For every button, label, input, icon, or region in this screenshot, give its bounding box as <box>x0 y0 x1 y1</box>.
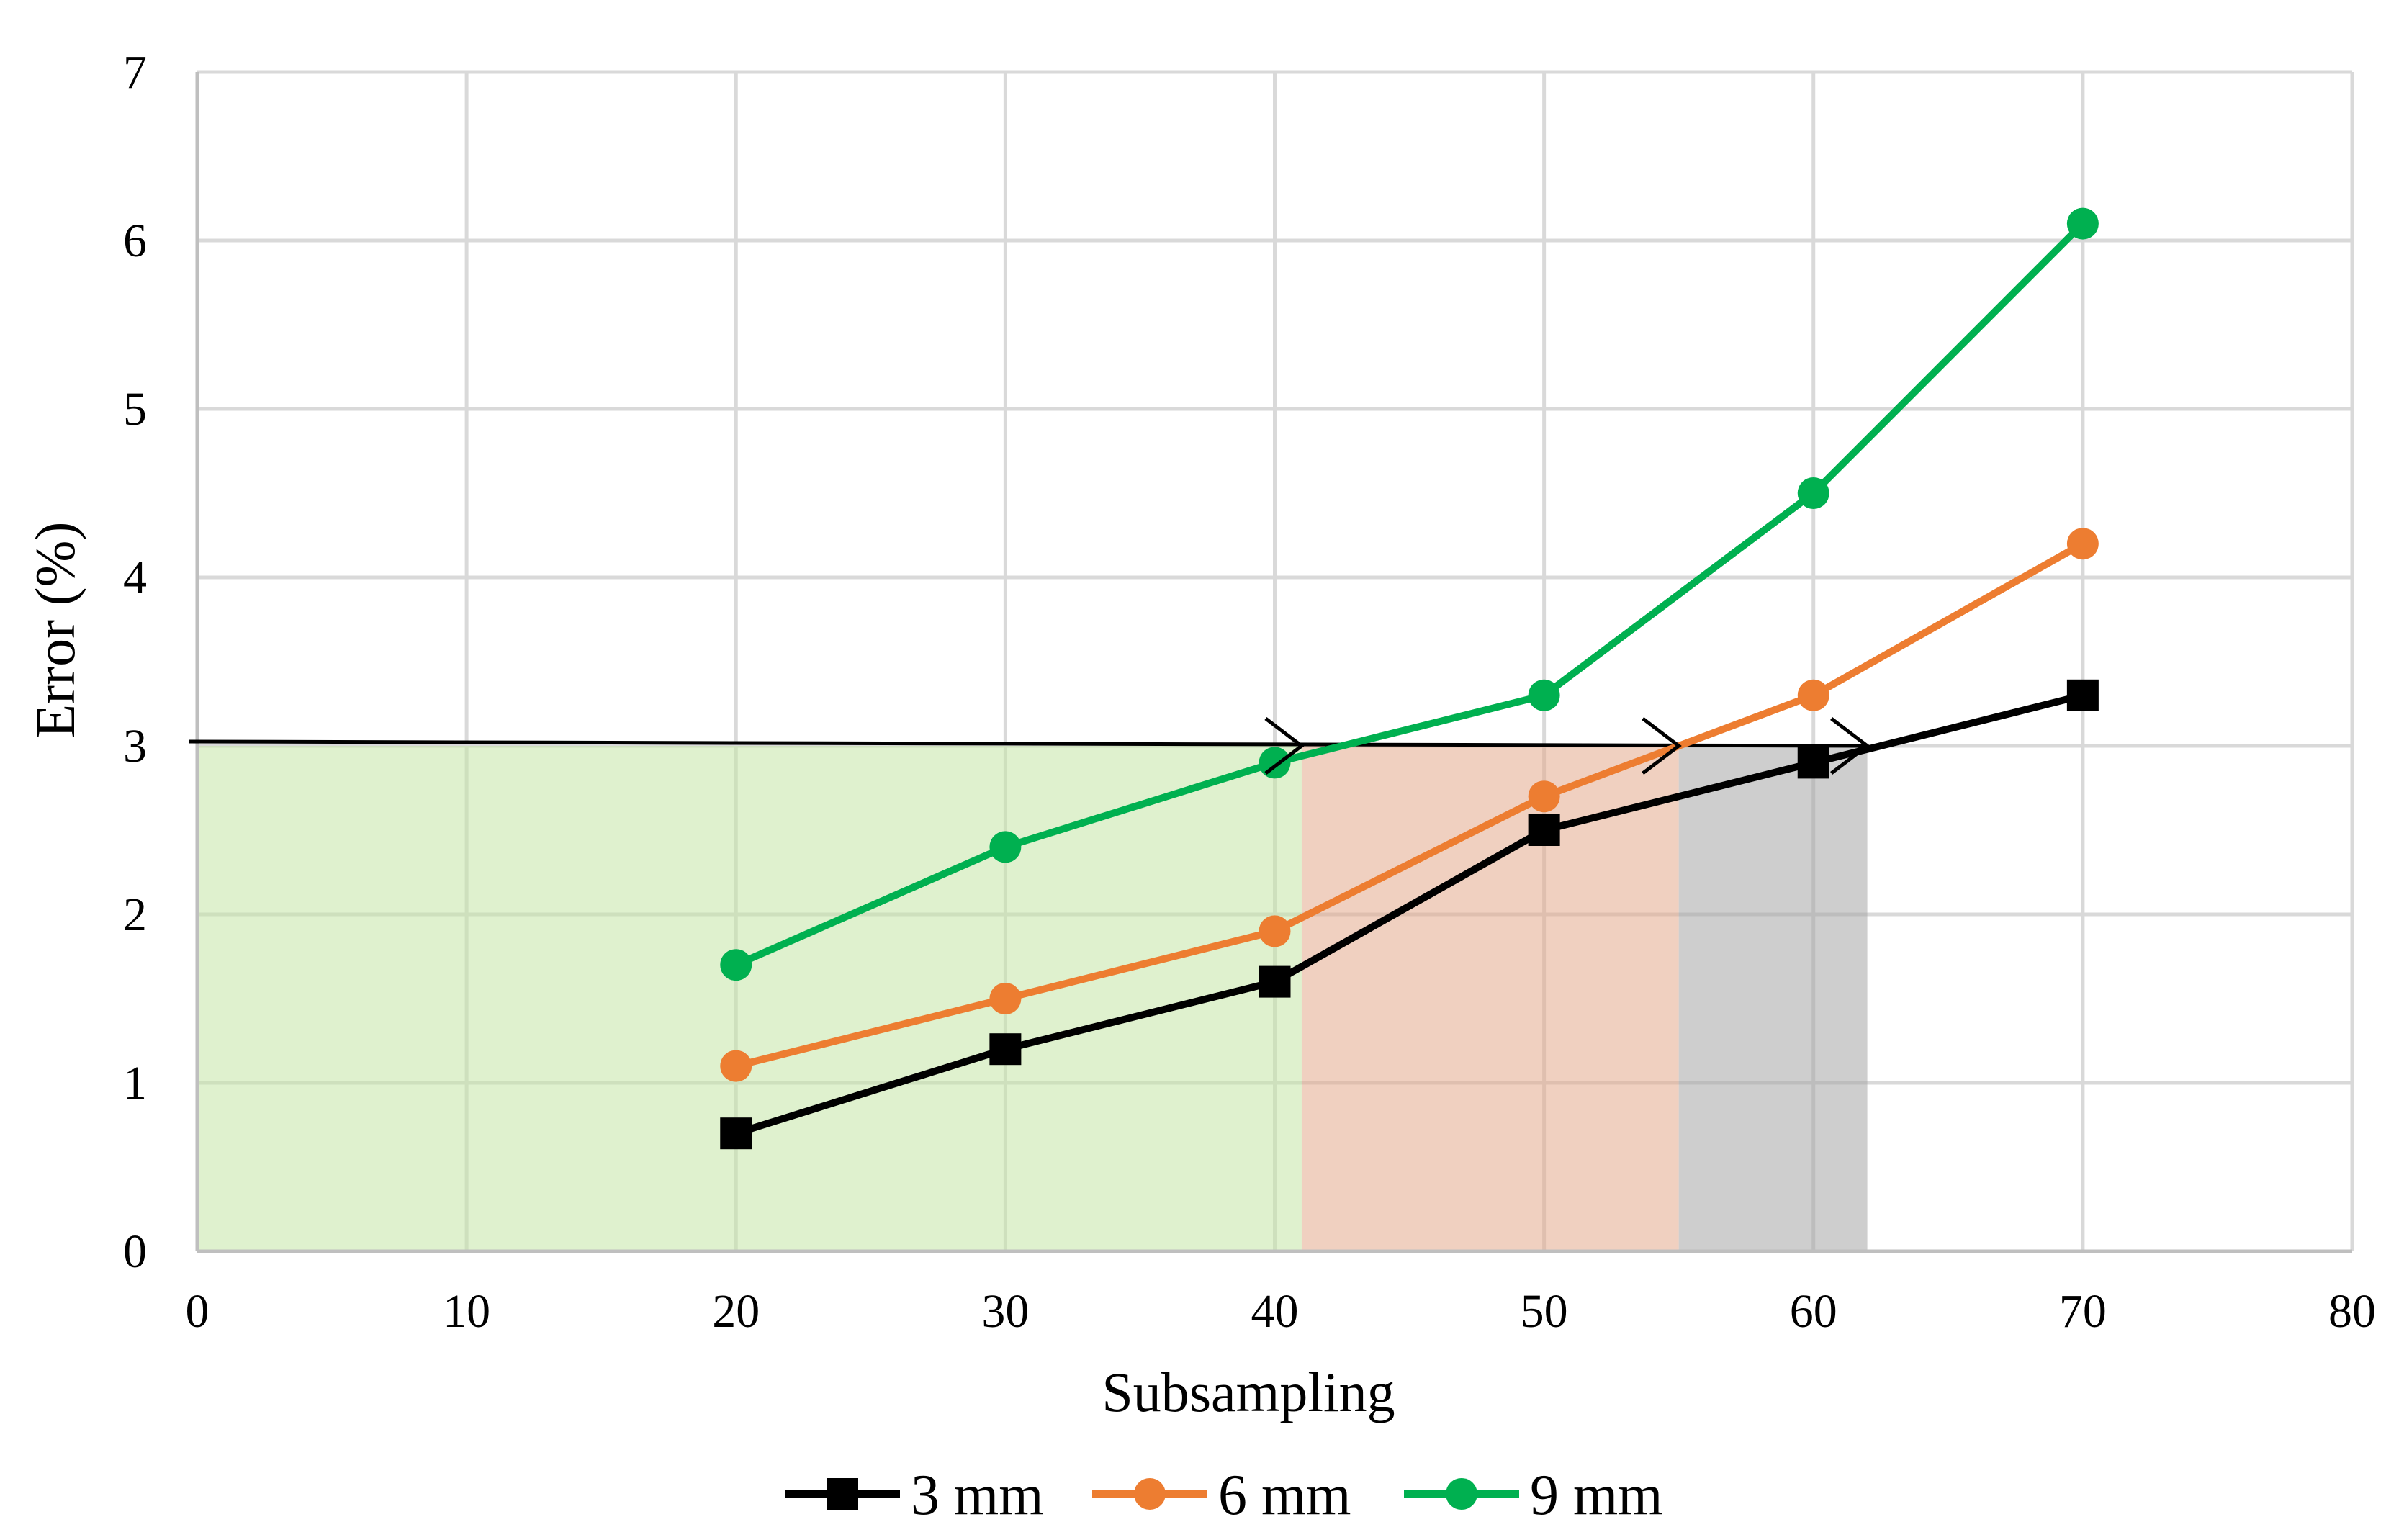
threshold-arrows <box>1264 717 1870 775</box>
shaded-region <box>1678 746 1868 1251</box>
series-lines <box>720 207 2099 1150</box>
data-point <box>1528 814 1560 846</box>
x-tick-label: 20 <box>712 1285 760 1338</box>
data-point <box>1797 747 1829 779</box>
data-point <box>2066 207 2099 240</box>
legend-entry: 9 mm <box>1404 1464 1662 1527</box>
data-point <box>1797 679 1829 711</box>
y-tick-label: 4 <box>123 551 147 604</box>
y-tick-label: 7 <box>123 46 147 99</box>
data-point <box>1528 780 1560 813</box>
legend-label: 6 mm <box>1218 1464 1351 1527</box>
y-tick-label: 5 <box>123 383 147 436</box>
data-point <box>1528 679 1560 711</box>
data-point <box>1259 965 1291 998</box>
threshold-line <box>188 739 1868 748</box>
data-point <box>1259 747 1291 779</box>
data-point <box>989 831 1022 863</box>
y-axis-ticks: 0 1 2 3 4 5 6 7 <box>123 46 147 1278</box>
x-tick-label: 80 <box>2328 1285 2376 1338</box>
y-tick-label: 2 <box>123 888 147 941</box>
data-point <box>1259 915 1291 947</box>
legend-label: 3 mm <box>911 1464 1043 1527</box>
y-tick-label: 3 <box>123 720 147 773</box>
legend-marker <box>1446 1478 1477 1510</box>
data-point <box>2066 679 2099 711</box>
series-line <box>735 540 2085 1070</box>
x-tick-label: 50 <box>1521 1285 1568 1338</box>
data-point <box>989 983 1022 1014</box>
data-point <box>2066 528 2099 560</box>
arrow-marker <box>1830 717 1870 775</box>
shaded-region <box>197 746 1302 1251</box>
y-tick-label: 6 <box>123 215 147 267</box>
y-tick-label: 0 <box>123 1225 147 1278</box>
data-point <box>720 949 752 981</box>
x-tick-label: 30 <box>981 1285 1029 1338</box>
x-axis-title: Subsampling <box>1102 1361 1395 1423</box>
legend-entry: 3 mm <box>785 1464 1043 1527</box>
y-axis-title: Error (%) <box>24 522 86 739</box>
x-tick-label: 0 <box>186 1285 210 1338</box>
shaded-region <box>1301 746 1679 1251</box>
legend-marker <box>827 1478 858 1510</box>
x-tick-label: 70 <box>2059 1285 2107 1338</box>
data-point <box>720 1050 752 1082</box>
y-tick-label: 1 <box>123 1057 147 1109</box>
legend-entry: 6 mm <box>1092 1464 1351 1527</box>
data-point <box>720 1117 752 1150</box>
series-line <box>734 221 2086 968</box>
x-tick-label: 40 <box>1251 1285 1299 1338</box>
axes <box>195 72 2352 1253</box>
data-point <box>1797 477 1829 509</box>
shaded-regions <box>197 746 1868 1251</box>
legend-label: 9 mm <box>1530 1464 1662 1527</box>
x-axis-ticks: 0 10 20 30 40 50 60 70 80 <box>186 1285 2377 1338</box>
x-tick-label: 10 <box>443 1285 490 1338</box>
legend: 3 mm 6 mm 9 mm <box>785 1464 1662 1527</box>
legend-marker <box>1134 1478 1166 1510</box>
arrow-marker <box>1642 717 1682 775</box>
data-point <box>989 1033 1022 1066</box>
threshold-line-segment <box>188 739 1868 748</box>
arrow-marker <box>1264 717 1305 775</box>
x-tick-label: 60 <box>1790 1285 1837 1338</box>
